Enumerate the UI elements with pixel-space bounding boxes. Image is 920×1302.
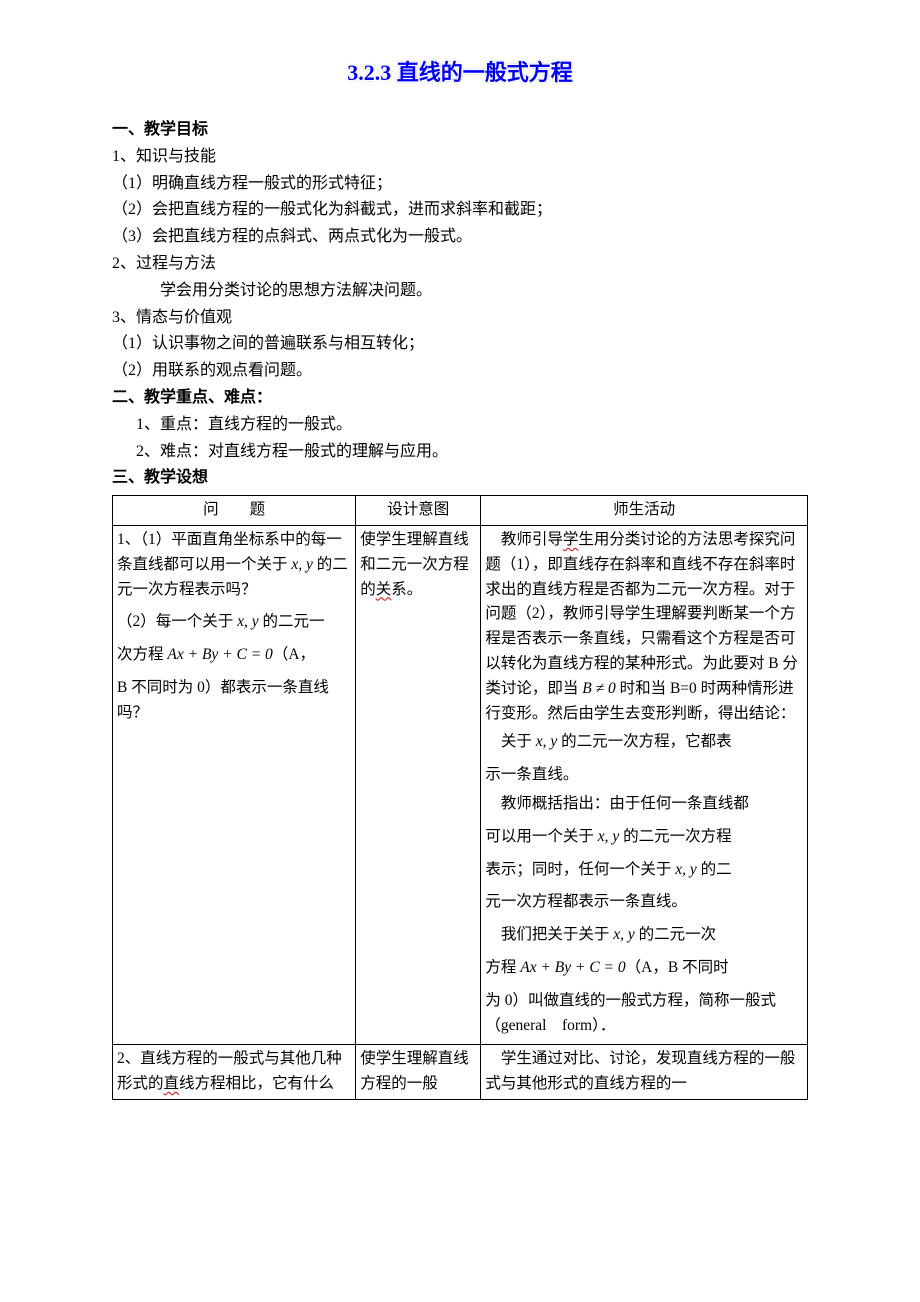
outline-item: 1、知识与技能 [112, 145, 808, 170]
cell-text: 我们把关于关于 x, y 的二元一次 [485, 923, 803, 948]
section-heading-1: 一、教学目标 [112, 118, 808, 143]
outline-item: （2）用联系的观点看问题。 [112, 359, 808, 384]
cell-text: 1、（1）平面直角坐标系中的每一条直线都可以用一个关于 x, y 的二元一次方程… [117, 528, 351, 602]
outline-item: 2、难点：对直线方程一般式的理解与应用。 [136, 440, 808, 465]
cell-text: 方程 Ax + By + C = 0（A，B 不同时 [485, 956, 803, 981]
cell-text: 表示；同时，任何一个关于 x, y 的二 [485, 858, 803, 883]
outline-item: 学会用分类讨论的思想方法解决问题。 [160, 279, 808, 304]
table-header-row: 问 题 设计意图 师生活动 [113, 496, 808, 526]
section-heading-3: 三、教学设想 [112, 466, 808, 491]
col-header-intent: 设计意图 [356, 496, 481, 526]
cell-text: 教师引导学生用分类讨论的方法思考探究问题（1），即直线存在斜率和直线不存在斜率时… [485, 528, 803, 726]
cell-text: 关于 x, y 的二元一次方程，它都表 [485, 730, 803, 755]
cell-activity: 学生通过对比、讨论，发现直线方程的一般式与其他形式的直线方程的一 [481, 1045, 808, 1100]
outline-item: 2、过程与方法 [112, 252, 808, 277]
cell-text: 元一次方程都表示一条直线。 [485, 890, 803, 915]
cell-text: 示一条直线。 [485, 763, 803, 788]
section-heading-2: 二、教学重点、难点： [112, 386, 808, 411]
cell-intent: 使学生理解直线方程的一般 [356, 1045, 481, 1100]
cell-text: B 不同时为 0）都表示一条直线吗？ [117, 676, 351, 726]
cell-text: 可以用一个关于 x, y 的二元一次方程 [485, 825, 803, 850]
col-header-question: 问 题 [113, 496, 356, 526]
outline-item: （1）认识事物之间的普遍联系与相互转化； [112, 332, 808, 357]
outline-item: 3、情态与价值观 [112, 306, 808, 331]
outline-item: 1、重点：直线方程的一般式。 [136, 413, 808, 438]
cell-question: 2、直线方程的一般式与其他几种形式的直线方程相比，它有什么 [113, 1045, 356, 1100]
page-title: 3.2.3 直线的一般式方程 [112, 56, 808, 90]
table-row: 1、（1）平面直角坐标系中的每一条直线都可以用一个关于 x, y 的二元一次方程… [113, 526, 808, 1045]
outline-item: （2）会把直线方程的一般式化为斜截式，进而求斜率和截距； [112, 198, 808, 223]
cell-text: （2）每一个关于 x, y 的二元一 [117, 610, 351, 635]
outline-item: （1）明确直线方程一般式的形式特征； [112, 172, 808, 197]
cell-text: 次方程 Ax + By + C = 0（A， [117, 643, 351, 668]
cell-text: 教师概括指出：由于任何一条直线都 [485, 792, 803, 817]
cell-text: 为 0）叫做直线的一般式方程，简称一般式（general form）． [485, 989, 803, 1039]
col-header-activity: 师生活动 [481, 496, 808, 526]
outline-item: （3）会把直线方程的点斜式、两点式化为一般式。 [112, 225, 808, 250]
design-table: 问 题 设计意图 师生活动 1、（1）平面直角坐标系中的每一条直线都可以用一个关… [112, 495, 808, 1100]
cell-question: 1、（1）平面直角坐标系中的每一条直线都可以用一个关于 x, y 的二元一次方程… [113, 526, 356, 1045]
table-row: 2、直线方程的一般式与其他几种形式的直线方程相比，它有什么 使学生理解直线方程的… [113, 1045, 808, 1100]
cell-activity: 教师引导学生用分类讨论的方法思考探究问题（1），即直线存在斜率和直线不存在斜率时… [481, 526, 808, 1045]
cell-intent: 使学生理解直线和二元一次方程的关系。 [356, 526, 481, 1045]
